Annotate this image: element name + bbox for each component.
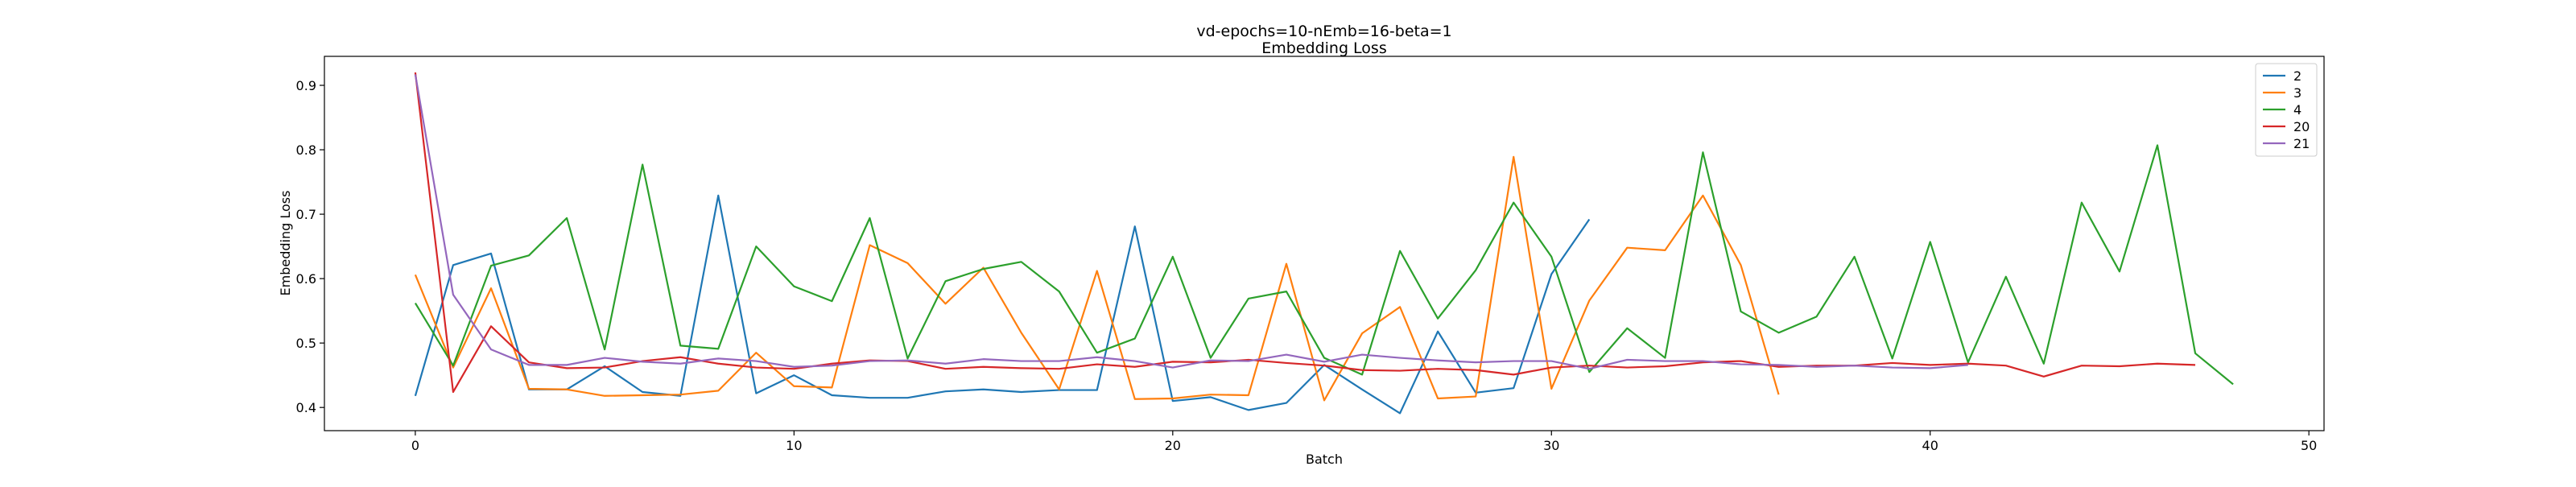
legend-label-21: 21 bbox=[2293, 136, 2310, 151]
x-tick-label: 20 bbox=[1165, 438, 1181, 453]
series-line-21 bbox=[414, 74, 1968, 370]
chart-title: vd-epochs=10-nEmb=16-beta=1 bbox=[1196, 23, 1451, 40]
series-line-4 bbox=[414, 144, 2234, 386]
y-tick-label: 0.5 bbox=[296, 336, 316, 351]
y-tick-label: 0.7 bbox=[296, 207, 316, 222]
axes-frame bbox=[324, 56, 2325, 431]
legend-label-20: 20 bbox=[2293, 119, 2310, 134]
x-tick-label: 40 bbox=[1922, 438, 1938, 453]
legend-label-2: 2 bbox=[2293, 68, 2301, 84]
x-tick-label: 10 bbox=[786, 438, 802, 453]
x-tick-label: 0 bbox=[411, 438, 419, 453]
y-tick-label: 0.8 bbox=[296, 142, 316, 158]
x-axis-label: Batch bbox=[1306, 452, 1343, 467]
series-line-3 bbox=[414, 155, 1780, 402]
y-tick-label: 0.9 bbox=[296, 78, 316, 93]
series-line-2 bbox=[414, 194, 1591, 415]
series-line-20 bbox=[414, 72, 2196, 394]
y-axis-label: Embedding Loss bbox=[278, 191, 293, 296]
legend-box bbox=[2255, 63, 2318, 157]
legend-label-3: 3 bbox=[2293, 85, 2301, 101]
y-tick-label: 0.4 bbox=[296, 400, 316, 415]
y-tick-label: 0.6 bbox=[296, 271, 316, 287]
x-tick-label: 50 bbox=[2301, 438, 2317, 453]
x-tick-label: 30 bbox=[1543, 438, 1559, 453]
chart-subtitle: Embedding Loss bbox=[1261, 39, 1386, 57]
plot-area: 0 10 20 30 40 50 0.4 0.5 0.6 0.7 0.8 0.9 bbox=[296, 56, 2325, 453]
legend-label-4: 4 bbox=[2293, 102, 2301, 118]
